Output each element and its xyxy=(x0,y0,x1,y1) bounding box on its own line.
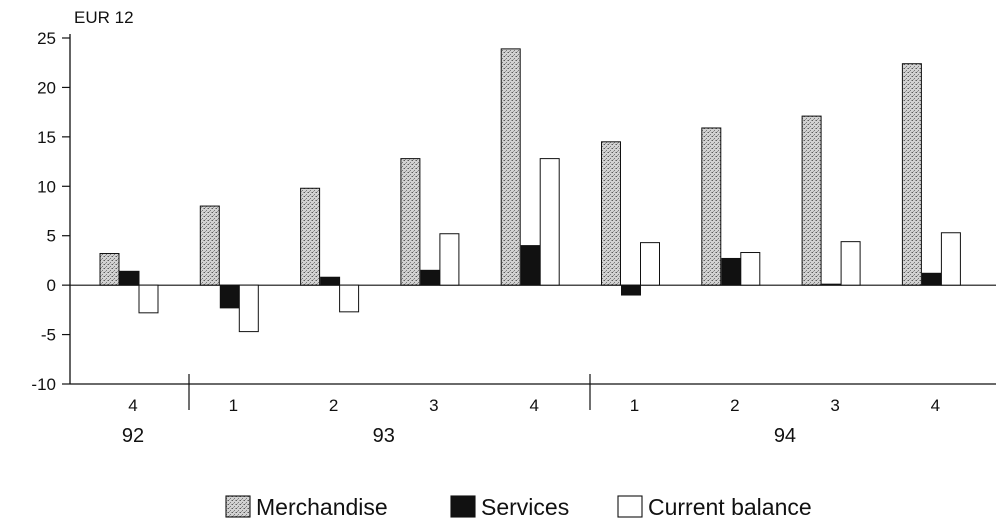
bar-services xyxy=(219,284,240,309)
legend-swatch-services xyxy=(450,495,476,518)
x-tick-label: 4 xyxy=(931,396,940,415)
bar-current-balance xyxy=(138,284,159,314)
bar-merchandise xyxy=(300,187,321,286)
x-tick-label: 2 xyxy=(329,396,338,415)
bar-current-balance xyxy=(238,284,259,333)
legend: Merchandise Services Current balance xyxy=(225,494,812,520)
y-tick-label: 10 xyxy=(37,177,56,196)
legend-swatch-current-balance xyxy=(617,495,643,518)
x-tick-label: 2 xyxy=(730,396,739,415)
bar-services xyxy=(420,269,441,286)
bar-current-balance xyxy=(640,242,660,286)
bar-services xyxy=(621,284,641,296)
bar-current-balance xyxy=(339,284,360,313)
bar-merchandise xyxy=(400,158,421,286)
x-tick-label: 1 xyxy=(630,396,639,415)
bar-merchandise xyxy=(801,115,822,286)
bar-merchandise xyxy=(701,127,722,286)
bar-services xyxy=(320,276,341,286)
y-tick-label: 0 xyxy=(47,276,56,295)
legend-label: Current balance xyxy=(648,494,812,520)
legend-label: Merchandise xyxy=(256,494,388,520)
y-tick-label: -10 xyxy=(31,375,56,394)
year-label: 94 xyxy=(774,425,796,447)
y-tick-label: 20 xyxy=(37,78,56,97)
x-tick-label: 4 xyxy=(128,396,137,415)
bar-current-balance xyxy=(439,233,460,286)
bar-current-balance xyxy=(539,158,560,286)
bar-current-balance xyxy=(940,232,961,286)
bar-services xyxy=(721,257,742,286)
bars-group xyxy=(99,48,961,333)
bar-merchandise xyxy=(601,141,621,286)
y-tick-label: 25 xyxy=(37,29,56,48)
y-tick-label: 15 xyxy=(37,128,56,147)
x-tick-label: 3 xyxy=(830,396,839,415)
bar-current-balance xyxy=(740,252,761,286)
bar-current-balance xyxy=(840,241,861,286)
bar-merchandise xyxy=(901,63,922,286)
y-tick-label: -5 xyxy=(41,326,56,345)
bar-services xyxy=(821,283,842,286)
bar-services xyxy=(921,272,942,286)
bar-merchandise xyxy=(199,205,220,286)
year-label: 92 xyxy=(122,425,144,447)
y-axis-unit-label: EUR 12 xyxy=(74,8,134,27)
axis-labels: -10 -5 0 5 10 15 20 25 4 1 2 3 4 1 2 3 4 92 93 94 xyxy=(31,29,940,447)
bar-services xyxy=(119,270,140,286)
bar-merchandise xyxy=(99,253,120,286)
bar-merchandise xyxy=(500,48,521,286)
legend-label: Services xyxy=(481,494,569,520)
year-label: 93 xyxy=(373,425,395,447)
x-tick-label: 3 xyxy=(429,396,438,415)
legend-swatch-merchandise xyxy=(225,495,251,518)
bar-services xyxy=(520,245,541,286)
y-tick-label: 5 xyxy=(47,227,56,246)
x-tick-label: 1 xyxy=(229,396,238,415)
x-tick-label: 4 xyxy=(529,396,538,415)
